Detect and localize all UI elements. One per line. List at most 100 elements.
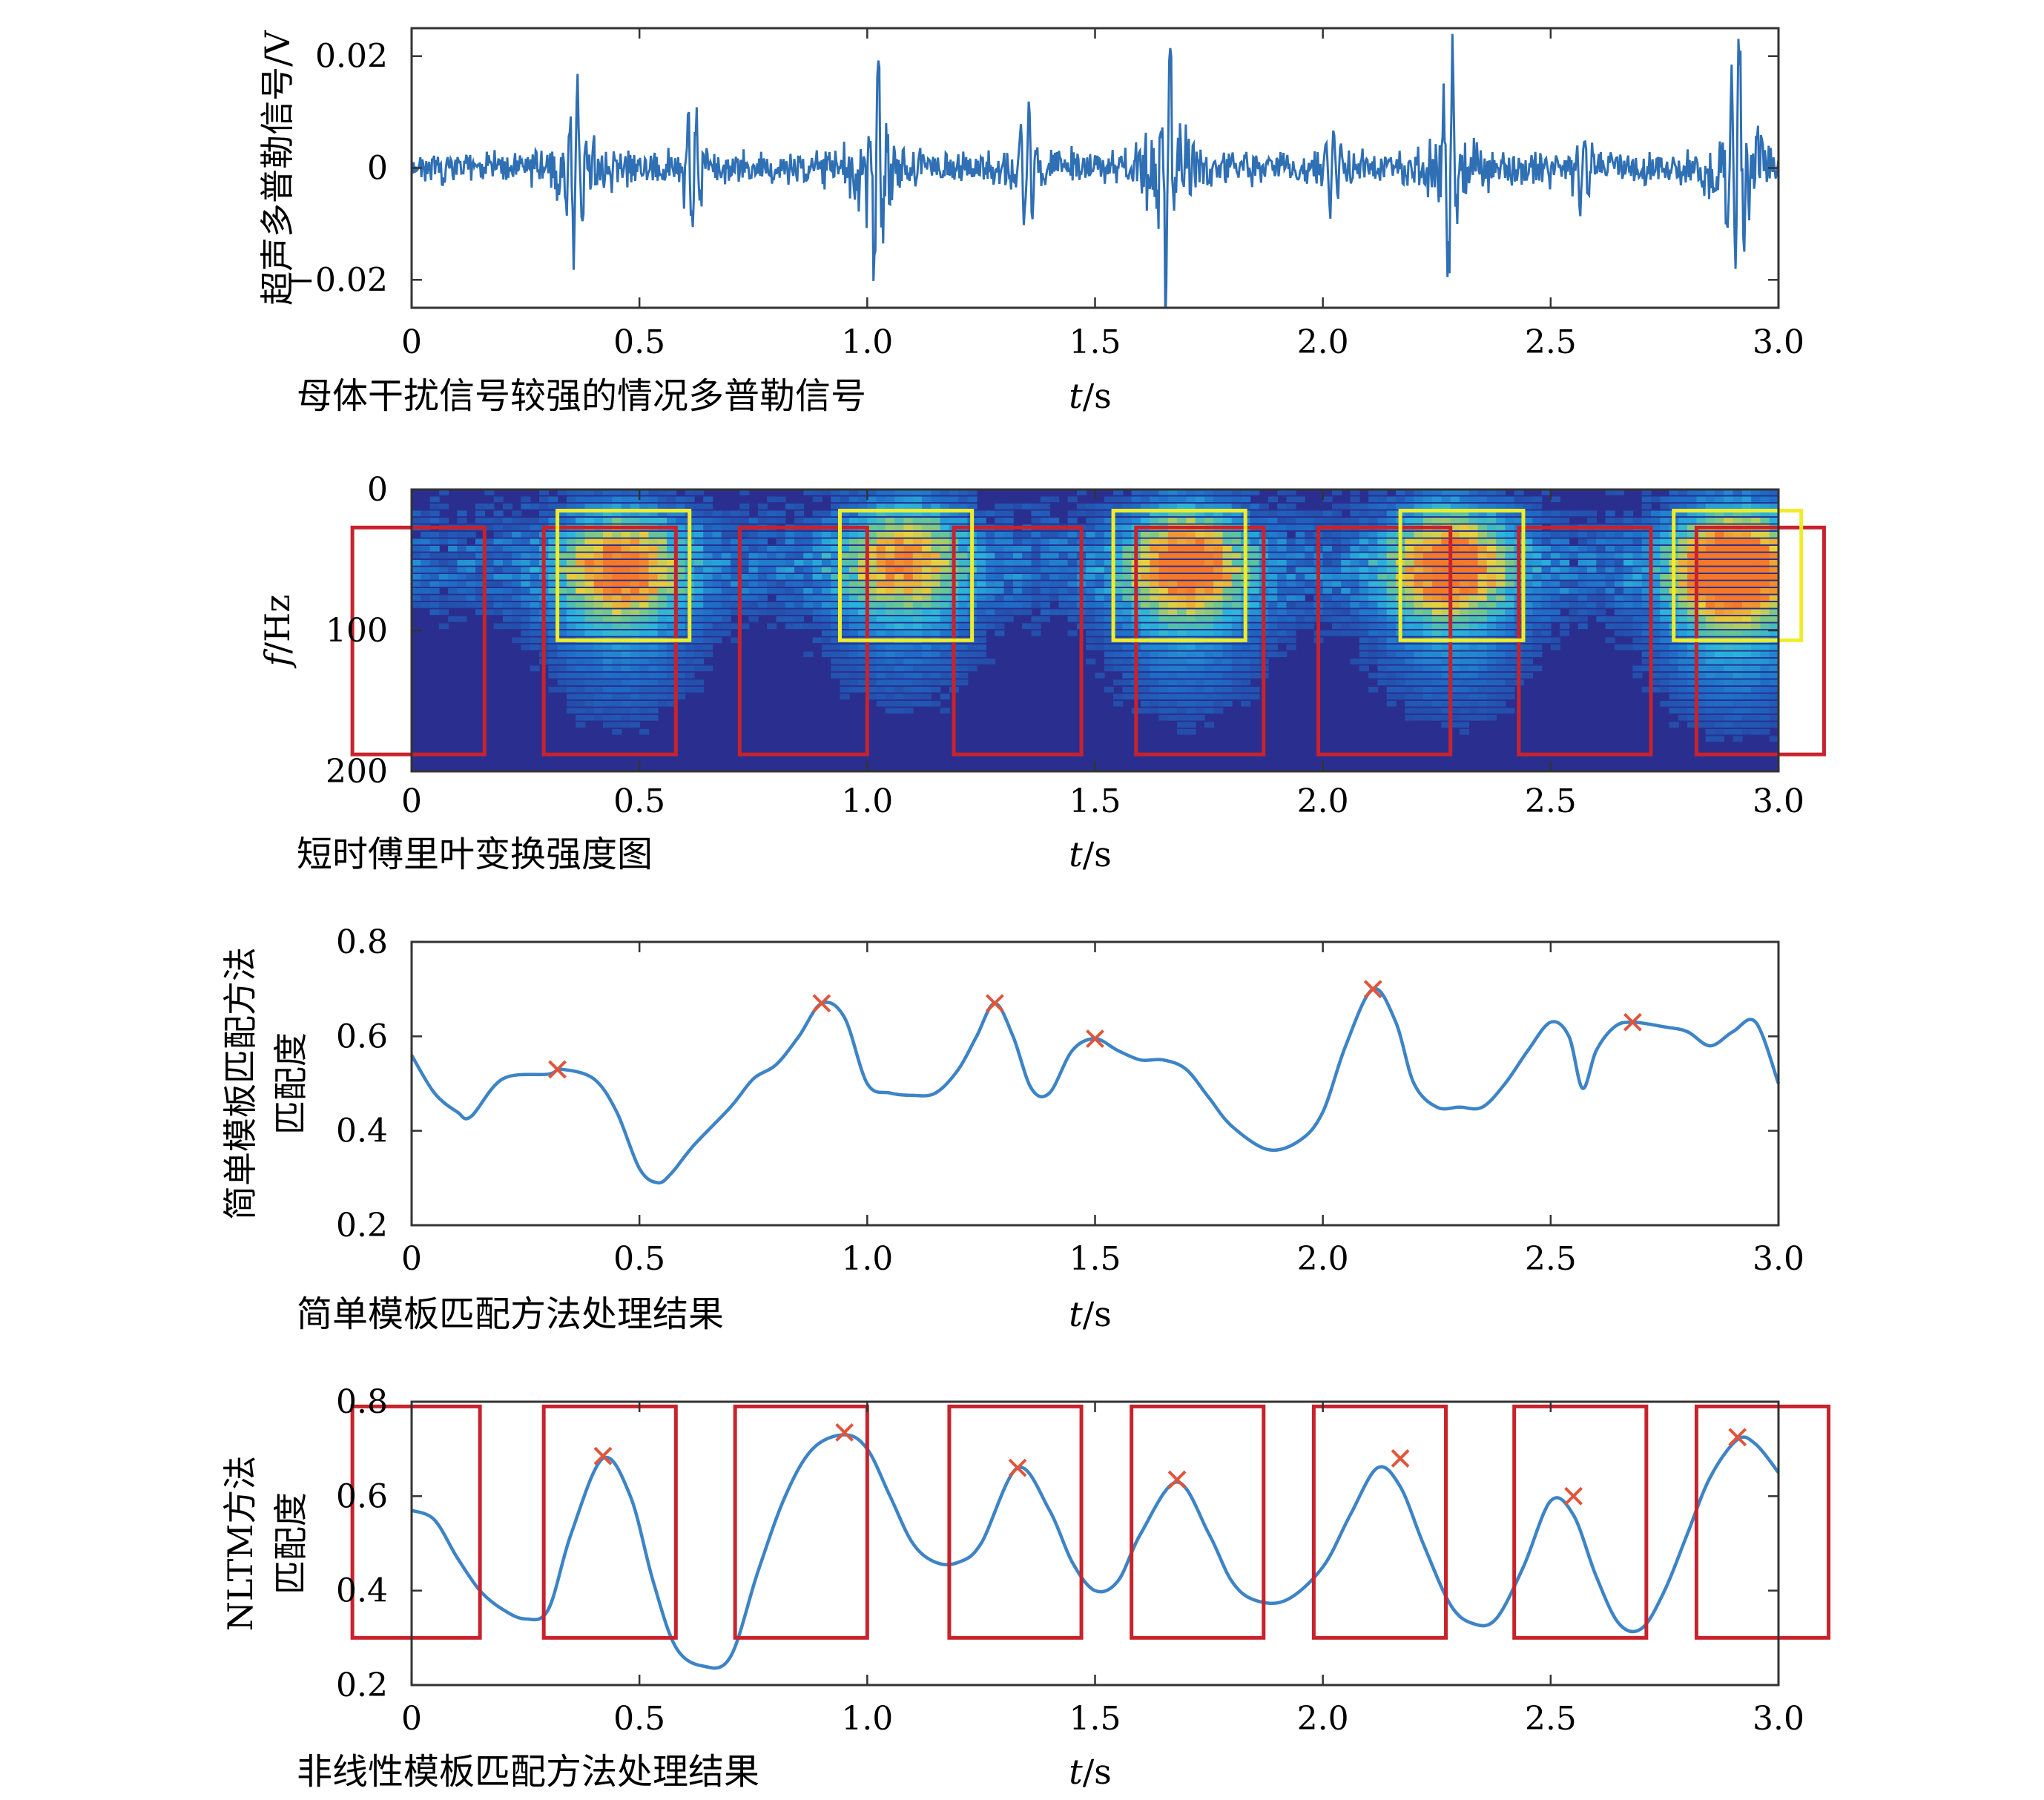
spectrogram-cell	[894, 504, 905, 510]
spectrogram-cell	[1724, 595, 1734, 601]
spectrogram-cell	[1405, 644, 1415, 650]
spectrogram-cell	[1678, 504, 1688, 510]
spectrogram-cell	[1587, 609, 1598, 616]
spectrogram-cell	[1733, 651, 1743, 658]
spectrogram-cell	[1195, 693, 1205, 700]
spectrogram-cell	[1177, 518, 1187, 524]
spectrogram-cell	[530, 567, 540, 573]
spectrogram-cell	[667, 609, 677, 616]
spectrogram-cell	[812, 560, 822, 566]
spectrogram-cell	[1086, 616, 1096, 622]
spectrogram-cell	[1660, 630, 1670, 636]
y-tick-label: 0	[367, 471, 388, 509]
spectrogram-cell	[1241, 489, 1251, 495]
spectrogram-cell	[1250, 489, 1260, 495]
spectrogram-cell	[1250, 630, 1260, 636]
spectrogram-cell	[1641, 538, 1652, 545]
spectrogram-cell	[1741, 560, 1752, 566]
panel-caption: 短时傅里叶变换强度图	[297, 834, 653, 875]
spectrogram-cell	[621, 504, 631, 510]
spectrogram-cell	[1213, 651, 1224, 658]
spectrogram-cell	[1641, 602, 1652, 608]
spectrogram-cell	[1058, 609, 1069, 616]
spectrogram-cell	[1587, 602, 1598, 608]
spectrogram-cell	[1140, 623, 1150, 630]
spectrogram-cell	[1660, 659, 1670, 665]
spectrogram-cell	[876, 687, 886, 693]
spectrogram-cell	[1550, 602, 1560, 608]
spectrogram-cell	[903, 701, 914, 707]
spectrogram-cell	[603, 504, 613, 510]
spectrogram-cell	[1186, 659, 1196, 665]
spectrogram-cell	[1222, 510, 1233, 517]
spectrogram-cell	[1769, 679, 1778, 686]
spectrogram-cell	[1560, 510, 1570, 517]
spectrogram-cell	[493, 609, 504, 616]
peak-marker	[1623, 1012, 1642, 1032]
spectrogram-cell	[1140, 659, 1150, 665]
spectrogram-cell	[858, 602, 868, 608]
spectrogram-cell	[1204, 687, 1214, 693]
spectrogram-cell	[1277, 595, 1288, 601]
spectrogram-cell	[630, 630, 640, 636]
spectrogram-cell	[739, 560, 750, 566]
spectrogram-cell	[821, 532, 831, 538]
spectrogram-cell	[1405, 673, 1415, 679]
spectrogram-cell	[848, 651, 859, 658]
spectrogram-cell	[1632, 518, 1643, 524]
spectrogram-cell	[1086, 659, 1096, 665]
spectrogram-cell	[1104, 524, 1114, 531]
spectrogram-cell	[1696, 708, 1707, 714]
spectrogram-cell	[475, 602, 486, 608]
spectrogram-cell	[1441, 722, 1451, 728]
spectrogram-cell	[912, 665, 923, 672]
spectrogram-cell	[1541, 532, 1552, 538]
spectrogram-cell	[1432, 715, 1443, 721]
spectrogram-cell	[1277, 504, 1288, 510]
spectrogram-cell	[1250, 659, 1260, 665]
spectrogram-cell	[1696, 538, 1707, 545]
spectrogram-cell	[576, 687, 586, 693]
spectrogram-cell	[1468, 532, 1479, 538]
spectrogram-cell	[566, 518, 576, 524]
spectrogram-cell	[1441, 510, 1451, 517]
spectrogram-cell	[521, 588, 531, 594]
spectrogram-cell	[1678, 560, 1688, 566]
spectrogram-cell	[1696, 546, 1707, 552]
spectrogram-cell	[1669, 693, 1679, 700]
spectrogram-cell	[757, 609, 768, 616]
x-axis-label: t/s	[1069, 376, 1112, 416]
spectrogram-cell	[630, 546, 640, 552]
spectrogram-cell	[1733, 553, 1743, 559]
spectrogram-cell	[457, 546, 467, 552]
y-tick-label: 0	[367, 150, 388, 188]
spectrogram-cell	[1705, 489, 1715, 495]
spectrogram-cell	[676, 644, 686, 650]
spectrogram-cell	[739, 546, 750, 552]
spectrogram-cell	[1277, 538, 1288, 545]
spectrogram-cell	[1350, 496, 1360, 503]
spectrogram-cell	[1241, 651, 1251, 658]
spectrogram-cell	[721, 623, 731, 630]
spectrogram-cell	[1204, 518, 1214, 524]
peak-marker	[985, 994, 1004, 1013]
spectrogram-cell	[693, 524, 704, 531]
spectrogram-cell	[940, 588, 950, 594]
spectrogram-cell	[1687, 609, 1698, 616]
spectrogram-cell	[1432, 687, 1443, 693]
spectrogram-cell	[1760, 644, 1770, 650]
spectrogram-cell	[1760, 708, 1770, 714]
spectrogram-cell	[502, 553, 512, 559]
spectrogram-cell	[1305, 623, 1315, 630]
spectrogram-cell	[1486, 623, 1497, 630]
spectrogram-cell	[1177, 504, 1187, 510]
spectrogram-cell	[1267, 588, 1278, 594]
spectrogram-cell	[1414, 504, 1424, 510]
peak-marker-stroke	[1564, 1486, 1583, 1506]
spectrogram-cell	[1724, 630, 1734, 636]
spectrogram-cell	[1468, 574, 1479, 580]
spectrogram-cell	[1186, 496, 1196, 503]
spectrogram-cell	[1150, 588, 1160, 594]
spectrogram-cell	[903, 630, 914, 636]
spectrogram-cell	[1204, 644, 1214, 650]
